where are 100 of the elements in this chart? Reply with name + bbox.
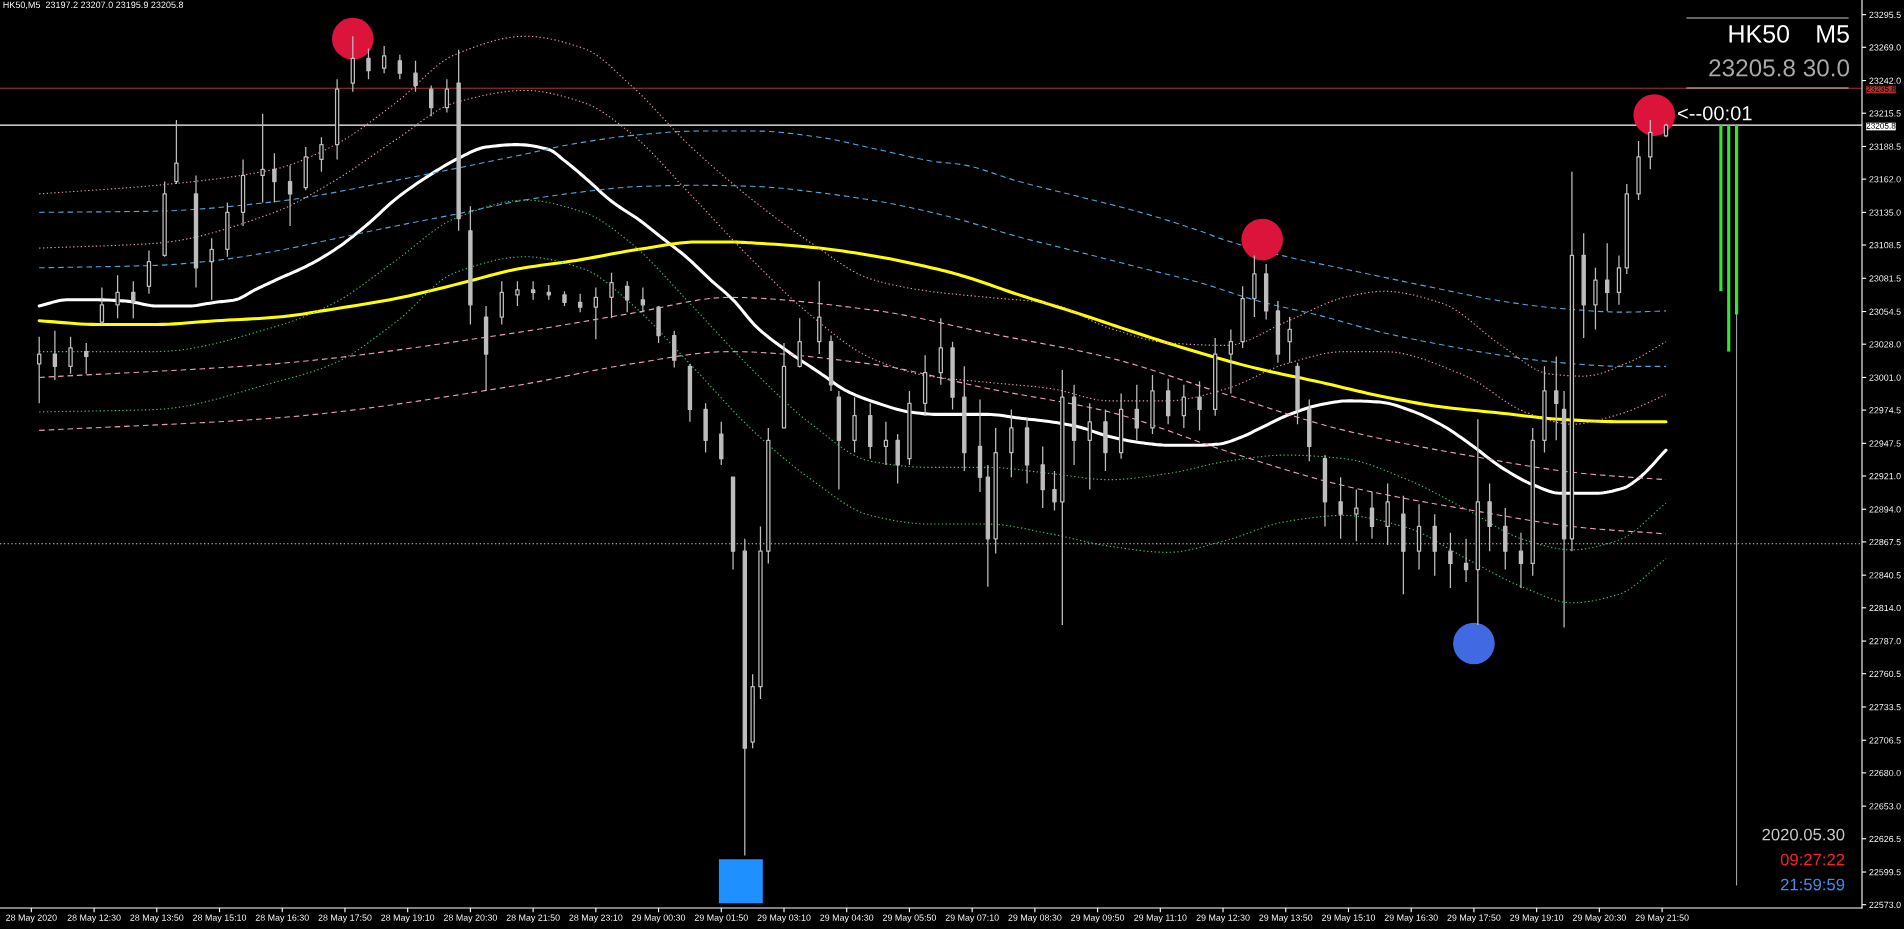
candlestick [868,402,873,460]
y-tick-label: 23135.0 [1869,209,1901,216]
y-tick-label: 22814.0 [1869,604,1901,612]
y-tick-label: 22626.5 [1869,835,1901,843]
candlestick [499,280,504,326]
y-tick-label: 23269.0 [1869,44,1901,51]
candlestick [852,396,857,454]
y-tick-label: 23295.5 [1869,11,1901,18]
x-tick-label: 28 May 15:10 [193,914,247,923]
candlestick [836,390,842,491]
candlestick [260,113,265,204]
candlestick [672,330,677,369]
candlestick [883,421,889,466]
candlestick [1605,242,1610,312]
y-tick-label: 22573.0 [1869,901,1901,908]
x-tick-label: 28 May 2020 [6,914,57,923]
candlestick [1385,482,1390,546]
candlestick [99,286,105,326]
candlestick [515,280,520,307]
candlestick [750,673,755,749]
candlestick [530,280,536,301]
candlestick [1307,398,1312,462]
candlestick [1252,254,1257,318]
x-tick-label: 29 May 13:50 [1259,914,1313,923]
candlestick [334,78,340,161]
candlestick [1071,384,1077,466]
candlestick [1593,267,1598,331]
x-tick-label: 29 May 08:30 [1008,914,1062,923]
point [718,859,763,904]
point [331,17,374,60]
candlestick [703,402,708,454]
candlestick [895,433,900,485]
candlestick [1648,119,1653,170]
candlestick [1134,384,1139,441]
candlestick [1024,417,1030,485]
y-tick-label: 23054.5 [1869,308,1901,315]
y-tick-label: 23162.0 [1869,176,1901,183]
ref-line-label: 23205.8 [1866,122,1896,129]
x-tick-label: 29 May 17:50 [1447,914,1501,923]
candlestick [456,49,461,232]
x-tick-label: 29 May 01:50 [694,914,748,923]
candlestick [1581,232,1586,339]
y-tick-label: 23028.0 [1869,341,1901,348]
x-tick-label: 29 May 05:50 [882,914,937,923]
candlestick [907,390,912,466]
x-tick-label: 29 May 21:50 [1635,914,1689,923]
candlestick [209,237,214,301]
x-tick-label: 29 May 16:30 [1384,914,1438,923]
x-tick-label: 29 May 00:30 [632,914,686,923]
y-tick-label: 23001.0 [1869,374,1901,381]
candlestick [1165,378,1171,425]
candlestick [397,54,403,80]
candlestick [1624,183,1629,275]
candlestick [174,119,179,185]
candlestick [1240,285,1245,349]
x-tick-label: 29 May 19:10 [1510,914,1564,923]
candlestick [1287,316,1292,364]
candlestick [444,78,450,114]
candlestick [609,272,614,319]
candlestick [162,180,167,258]
y-tick-label: 23081.5 [1869,275,1901,282]
x-tick-label: 29 May 12:30 [1196,914,1250,923]
candlestick [1295,362,1300,425]
annotation: HK50 [1729,25,1790,43]
candlestick [131,280,136,319]
x-tick-label: 28 May 12:30 [67,914,121,923]
ref-line-label: 23235.8 [1866,85,1896,92]
candlestick [225,201,230,258]
candlestick [52,330,58,381]
chart-title: HK50,M5 23197.2 23207.0 23195.9 23205.8 [3,1,184,10]
x-tick-label: 28 May 20:30 [443,914,497,923]
candlestick [1616,254,1622,306]
candlestick [303,146,308,191]
candlestick [287,164,293,227]
x-tick-label: 29 May 07:10 [945,914,999,923]
candlestick [193,174,199,289]
y-tick-label: 22867.5 [1869,538,1901,546]
candlestick [1181,384,1187,429]
candlestick [1416,503,1422,571]
candlestick [381,45,387,74]
x-tick-label: 28 May 21:50 [506,914,560,923]
candlestick [84,342,89,375]
candlestick [828,334,834,392]
y-tick-label: 22760.5 [1869,670,1901,678]
annotation: <--00:01 [1677,106,1752,121]
candlestick [546,284,551,301]
candlestick [1009,408,1014,478]
y-tick-label: 22787.0 [1869,638,1901,645]
y-tick-label: 22680.0 [1869,769,1901,777]
candlestick [413,60,418,93]
y-tick-label: 22947.5 [1869,440,1901,447]
x-tick-label: 28 May 17:50 [318,914,372,923]
x-tick-label: 28 May 13:50 [130,914,184,923]
candlestick [1118,392,1124,460]
candlestick [817,280,822,355]
candlestick [1542,365,1547,454]
candlestick [350,35,355,93]
candlestick [977,398,983,493]
candlestick [1103,408,1108,472]
candlestick [240,158,246,227]
